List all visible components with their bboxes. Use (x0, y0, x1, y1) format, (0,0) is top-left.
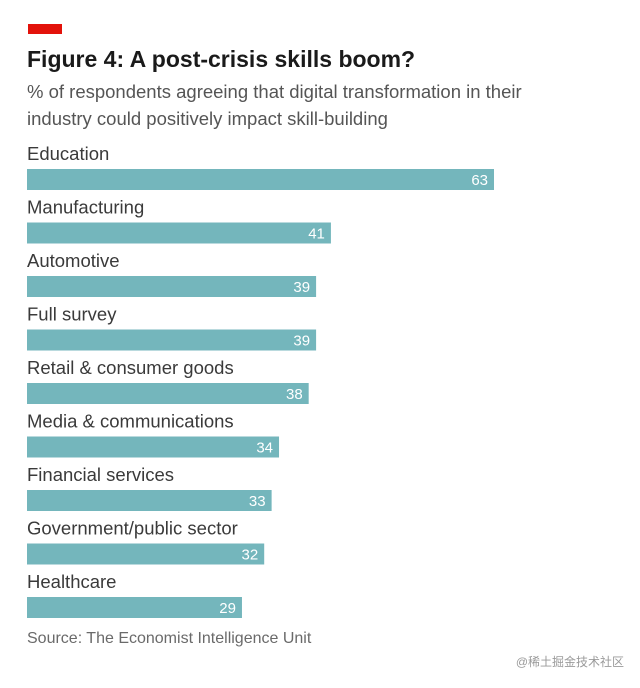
bar-value-label: 33 (249, 493, 266, 510)
category-label: Education (27, 143, 109, 164)
category-label: Automotive (27, 250, 120, 271)
bar (27, 597, 242, 618)
bar (27, 543, 265, 565)
category-label: Media & communications (27, 411, 234, 432)
bar-value-label: 39 (293, 279, 310, 296)
category-label: Full survey (27, 304, 117, 325)
bar-value-label: 63 (471, 172, 488, 189)
source-note: Source: The Economist Intelligence Unit (27, 630, 312, 647)
bar-value-label: 34 (256, 440, 273, 457)
bar (27, 169, 494, 190)
bar-value-label: 32 (242, 547, 259, 564)
bar (27, 490, 272, 511)
bar (27, 329, 317, 351)
bar (27, 436, 280, 458)
bar-value-label: 39 (293, 333, 310, 350)
bar (27, 276, 317, 297)
category-label: Financial services (27, 464, 174, 485)
category-label: Retail & consumer goods (27, 357, 234, 378)
bar (27, 222, 331, 244)
bar (27, 383, 309, 404)
category-label: Manufacturing (27, 197, 144, 218)
brand-accent-bar (28, 24, 62, 34)
watermark-text: @稀土掘金技术社区 (515, 655, 624, 669)
bar-value-label: 29 (219, 600, 236, 617)
chart-subtitle: % of respondents agreeing that digital t… (27, 81, 522, 129)
chart-title: Figure 4: A post-crisis skills boom? (27, 46, 416, 72)
bar-value-label: 38 (286, 386, 303, 403)
category-label: Healthcare (27, 571, 116, 592)
category-label: Government/public sector (27, 518, 238, 539)
bar-value-label: 41 (308, 226, 325, 243)
